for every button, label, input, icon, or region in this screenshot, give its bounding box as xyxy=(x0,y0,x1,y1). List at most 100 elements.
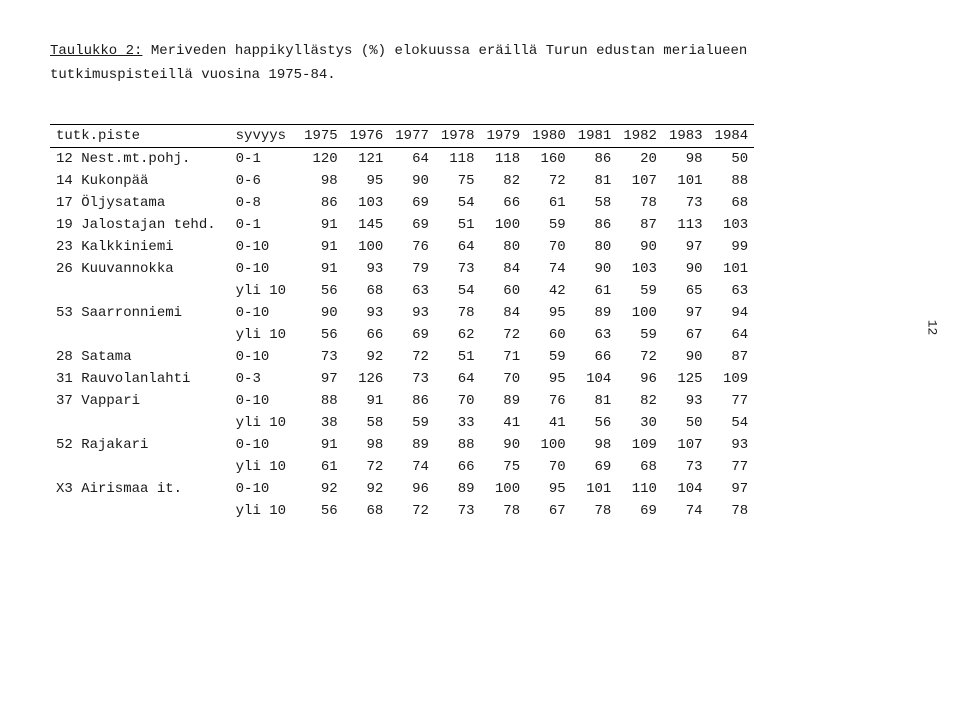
cell-value: 145 xyxy=(344,214,390,236)
cell-depth: 0-1 xyxy=(230,214,298,236)
table-row: yli 1056686354604261596563 xyxy=(50,280,754,302)
cell-value: 30 xyxy=(617,412,663,434)
cell-site: X3 Airismaa it. xyxy=(50,478,230,500)
cell-value: 64 xyxy=(709,324,755,346)
cell-value: 98 xyxy=(663,147,709,170)
cell-value: 88 xyxy=(298,390,344,412)
cell-value: 64 xyxy=(435,368,481,390)
cell-depth: 0-8 xyxy=(230,192,298,214)
cell-site: 52 Rajakari xyxy=(50,434,230,456)
cell-value: 118 xyxy=(435,147,481,170)
cell-value: 59 xyxy=(389,412,435,434)
cell-value: 101 xyxy=(709,258,755,280)
cell-value: 73 xyxy=(663,456,709,478)
cell-value: 89 xyxy=(389,434,435,456)
cell-value: 60 xyxy=(526,324,572,346)
cell-value: 91 xyxy=(298,214,344,236)
cell-depth: yli 10 xyxy=(230,500,298,522)
col-year: 1984 xyxy=(709,124,755,147)
cell-value: 90 xyxy=(298,302,344,324)
cell-value: 64 xyxy=(435,236,481,258)
cell-depth: 0-10 xyxy=(230,478,298,500)
cell-value: 68 xyxy=(344,500,390,522)
cell-value: 69 xyxy=(617,500,663,522)
cell-site: 53 Saarronniemi xyxy=(50,302,230,324)
cell-value: 101 xyxy=(663,170,709,192)
cell-site: 31 Rauvolanlahti xyxy=(50,368,230,390)
cell-value: 56 xyxy=(572,412,618,434)
cell-value: 91 xyxy=(298,236,344,258)
table-row: 26 Kuuvannokka0-109193797384749010390101 xyxy=(50,258,754,280)
cell-value: 160 xyxy=(526,147,572,170)
cell-value: 89 xyxy=(572,302,618,324)
cell-value: 125 xyxy=(663,368,709,390)
cell-value: 75 xyxy=(481,456,527,478)
cell-value: 95 xyxy=(344,170,390,192)
cell-site xyxy=(50,456,230,478)
cell-value: 98 xyxy=(572,434,618,456)
cell-value: 56 xyxy=(298,280,344,302)
col-year: 1981 xyxy=(572,124,618,147)
cell-value: 95 xyxy=(526,368,572,390)
cell-value: 70 xyxy=(435,390,481,412)
cell-value: 98 xyxy=(298,170,344,192)
table-row: yli 1056666962726063596764 xyxy=(50,324,754,346)
cell-value: 70 xyxy=(526,456,572,478)
table-row: 31 Rauvolanlahti0-3971267364709510496125… xyxy=(50,368,754,390)
cell-value: 68 xyxy=(709,192,755,214)
cell-value: 70 xyxy=(481,368,527,390)
cell-site: 23 Kalkkiniemi xyxy=(50,236,230,258)
cell-value: 100 xyxy=(526,434,572,456)
cell-value: 92 xyxy=(344,346,390,368)
cell-value: 59 xyxy=(617,324,663,346)
col-site: tutk.piste xyxy=(50,124,230,147)
cell-value: 73 xyxy=(435,258,481,280)
cell-value: 90 xyxy=(572,258,618,280)
table-row: 53 Saarronniemi0-10909393788495891009794 xyxy=(50,302,754,324)
cell-value: 104 xyxy=(572,368,618,390)
header-row: tutk.piste syvyys 1975 1976 1977 1978 19… xyxy=(50,124,754,147)
cell-value: 69 xyxy=(389,192,435,214)
cell-value: 73 xyxy=(435,500,481,522)
cell-value: 80 xyxy=(481,236,527,258)
cell-value: 56 xyxy=(298,500,344,522)
col-year: 1980 xyxy=(526,124,572,147)
cell-value: 84 xyxy=(481,258,527,280)
cell-value: 94 xyxy=(709,302,755,324)
cell-value: 109 xyxy=(617,434,663,456)
cell-value: 54 xyxy=(709,412,755,434)
cell-value: 72 xyxy=(617,346,663,368)
col-year: 1978 xyxy=(435,124,481,147)
cell-site xyxy=(50,324,230,346)
col-year: 1975 xyxy=(298,124,344,147)
cell-value: 84 xyxy=(481,302,527,324)
cell-value: 96 xyxy=(617,368,663,390)
cell-value: 73 xyxy=(389,368,435,390)
cell-value: 59 xyxy=(526,346,572,368)
cell-value: 118 xyxy=(481,147,527,170)
cell-value: 79 xyxy=(389,258,435,280)
cell-value: 90 xyxy=(663,258,709,280)
cell-depth: yli 10 xyxy=(230,412,298,434)
table-row: 14 Kukonpää0-69895907582728110710188 xyxy=(50,170,754,192)
cell-value: 72 xyxy=(344,456,390,478)
table-row: 12 Nest.mt.pohj.0-1120121641181181608620… xyxy=(50,147,754,170)
cell-depth: 0-10 xyxy=(230,236,298,258)
cell-value: 93 xyxy=(663,390,709,412)
cell-value: 95 xyxy=(526,478,572,500)
cell-value: 76 xyxy=(389,236,435,258)
caption-label: Taulukko 2: xyxy=(50,43,142,59)
caption-text-1: Meriveden happikyllästys (%) elokuussa e… xyxy=(142,43,747,59)
cell-value: 80 xyxy=(572,236,618,258)
cell-depth: yli 10 xyxy=(230,280,298,302)
cell-value: 104 xyxy=(663,478,709,500)
cell-value: 20 xyxy=(617,147,663,170)
cell-value: 67 xyxy=(663,324,709,346)
cell-value: 97 xyxy=(663,302,709,324)
cell-value: 78 xyxy=(572,500,618,522)
cell-value: 68 xyxy=(344,280,390,302)
cell-value: 74 xyxy=(526,258,572,280)
cell-value: 86 xyxy=(572,214,618,236)
cell-value: 120 xyxy=(298,147,344,170)
cell-value: 93 xyxy=(344,258,390,280)
